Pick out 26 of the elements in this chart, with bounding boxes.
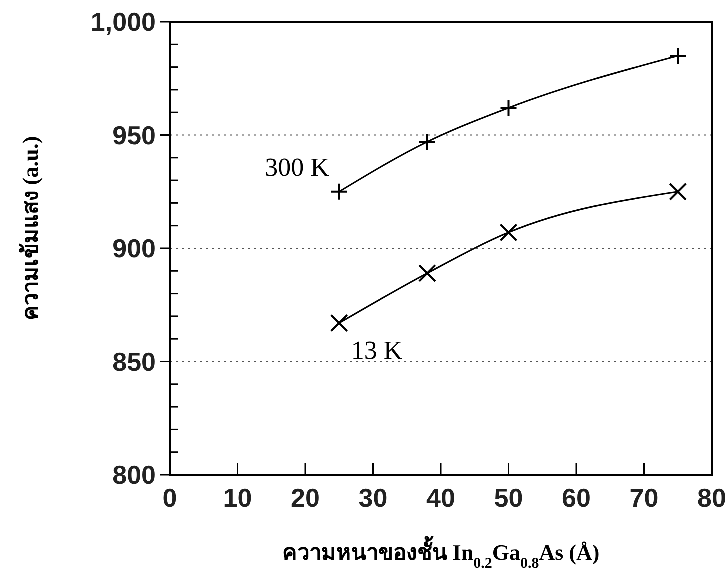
y-tick-label: 1,000 <box>90 7 156 38</box>
series-label: 13 K <box>351 336 403 366</box>
point <box>500 99 518 118</box>
x-tick-label: 20 <box>291 483 320 513</box>
y-axis-title: ความเข้มแสง (a.u.) <box>18 136 43 321</box>
series-label: 300 K <box>265 152 330 182</box>
x-tick-label: 40 <box>426 483 456 513</box>
point <box>418 264 436 282</box>
x-axis-title: ความหนาของชั้น In$_{0.2}$Ga$_{0.8}$As (Å) <box>282 536 600 572</box>
point <box>330 314 348 332</box>
x-tick-label: 10 <box>223 483 252 513</box>
y-tick-label: 950 <box>112 120 156 150</box>
point <box>669 46 688 65</box>
x-tick-label: 70 <box>630 483 659 513</box>
point <box>500 224 518 242</box>
point <box>330 182 348 201</box>
point <box>669 182 688 201</box>
y-tick-label: 900 <box>112 234 156 264</box>
x-tick-label: 50 <box>494 483 524 513</box>
y-tick-label: 800 <box>112 460 156 490</box>
y-tick-label: 850 <box>112 346 156 377</box>
x-tick-label: 60 <box>562 483 591 513</box>
x-tick-label: 0 <box>162 483 178 513</box>
x-tick-label: 80 <box>698 483 726 513</box>
x-tick-label: 30 <box>358 483 388 513</box>
point <box>418 133 436 152</box>
